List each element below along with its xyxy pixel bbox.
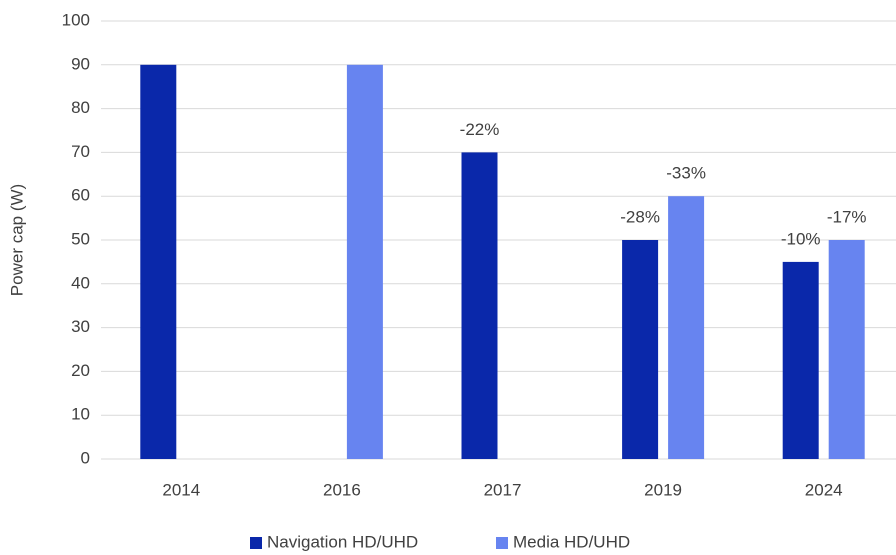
bar <box>782 261 819 459</box>
x-tick-label: 2017 <box>484 480 522 499</box>
y-tick-label: 10 <box>71 405 90 424</box>
legend-label: Media HD/UHD <box>513 532 630 551</box>
legend-swatch <box>496 537 508 549</box>
x-tick-label: 2024 <box>805 480 843 499</box>
annotation: -17% <box>827 207 867 226</box>
x-tick-label: 2014 <box>162 480 200 499</box>
y-tick-label: 40 <box>71 273 90 292</box>
annotation: -33% <box>666 164 706 183</box>
y-tick-label: 30 <box>71 317 90 336</box>
bar <box>668 196 705 459</box>
legend-label: Navigation HD/UHD <box>267 532 418 551</box>
bar <box>140 64 177 460</box>
annotation: -10% <box>781 229 821 248</box>
annotation: -22% <box>460 120 500 139</box>
y-tick-label: 100 <box>62 10 90 29</box>
y-axis-title: Power cap (W) <box>7 184 26 296</box>
y-tick-label: 50 <box>71 229 90 248</box>
y-tick-label: 20 <box>71 361 90 380</box>
y-tick-label: 60 <box>71 186 90 205</box>
y-tick-label: 70 <box>71 142 90 161</box>
x-tick-label: 2019 <box>644 480 682 499</box>
legend-swatch <box>250 537 262 549</box>
y-tick-label: 90 <box>71 54 90 73</box>
bar <box>828 240 865 459</box>
y-tick-label: 0 <box>81 448 90 467</box>
x-tick-label: 2016 <box>323 480 361 499</box>
annotation: -28% <box>620 207 660 226</box>
bar <box>622 240 659 459</box>
bar <box>461 152 498 459</box>
bar <box>346 64 383 460</box>
y-tick-label: 80 <box>71 98 90 117</box>
